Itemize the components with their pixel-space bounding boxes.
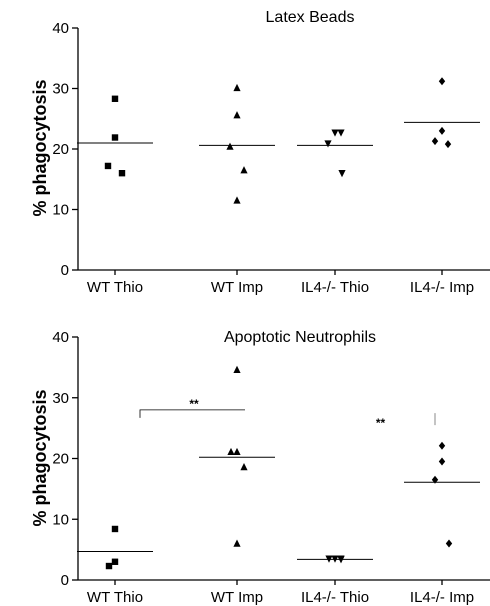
- significance-label: **: [189, 397, 199, 411]
- data-point: [324, 140, 332, 148]
- y-axis-label: % phagocytosis: [30, 389, 50, 526]
- y-tick-label: 10: [52, 511, 69, 528]
- x-tick-label: WT Thio: [87, 589, 143, 606]
- data-point: [445, 539, 453, 548]
- x-tick-label: IL4-/- Imp: [410, 279, 474, 296]
- data-point: [111, 525, 119, 533]
- data-point: [337, 555, 345, 563]
- data-point: [105, 562, 113, 570]
- data-point: [338, 170, 346, 178]
- panel-apoptotic-neutrophils: Apoptotic Neutrophils % phagocytosis 0 10…: [30, 329, 490, 606]
- data-point: [438, 457, 446, 466]
- data-point: [111, 134, 119, 141]
- data-point: [233, 196, 241, 204]
- y-tick-label: 20: [52, 451, 69, 468]
- significance-label: **: [376, 416, 386, 430]
- x-tick-label: WT Imp: [211, 279, 263, 296]
- y-tick-label: 30: [52, 390, 69, 407]
- x-tick-label: IL4-/- Thio: [301, 589, 369, 606]
- data-point: [431, 475, 439, 484]
- significance-bracket: [139, 409, 245, 418]
- data-point: [240, 166, 248, 174]
- y-tick-label: 40: [52, 329, 69, 346]
- data-point: [233, 539, 241, 547]
- chart-title: Latex Beads: [266, 9, 355, 26]
- y-tick-label: 30: [52, 81, 69, 98]
- data-point: [104, 162, 112, 170]
- x-tick-label: IL4-/- Imp: [410, 589, 474, 606]
- y-tick-label: 20: [52, 141, 69, 158]
- data-point: [438, 441, 446, 450]
- y-axis-label: % phagocytosis: [30, 79, 50, 216]
- y-tick-label: 0: [61, 572, 69, 589]
- x-tick-label: WT Thio: [87, 279, 143, 296]
- panel-latex-beads: Latex Beads % phagocytosis 0 10 20 30 40 WT T…: [30, 9, 490, 296]
- data-point: [444, 140, 452, 149]
- y-tick-label: 10: [52, 202, 69, 219]
- data-point: [331, 129, 339, 137]
- data-point: [233, 447, 241, 456]
- data-point: [331, 555, 339, 563]
- data-point: [233, 365, 241, 374]
- data-point: [226, 142, 234, 150]
- data-point: [431, 137, 439, 146]
- x-tick-label: IL4-/- Thio: [301, 279, 369, 296]
- chart-title: Apoptotic Neutrophils: [224, 329, 376, 346]
- data-point: [240, 463, 248, 471]
- data-point: [438, 126, 446, 135]
- data-point: [227, 447, 235, 456]
- data-point: [233, 83, 241, 92]
- data-point: [111, 558, 119, 565]
- data-point: [337, 129, 345, 137]
- y-tick-label: 40: [52, 20, 69, 37]
- data-point: [111, 95, 119, 102]
- x-tick-label: WT Imp: [211, 589, 263, 606]
- data-point: [233, 111, 241, 119]
- data-point: [438, 77, 446, 86]
- y-tick-label: 0: [61, 262, 69, 279]
- data-point: [118, 170, 126, 177]
- data-point: [325, 555, 333, 563]
